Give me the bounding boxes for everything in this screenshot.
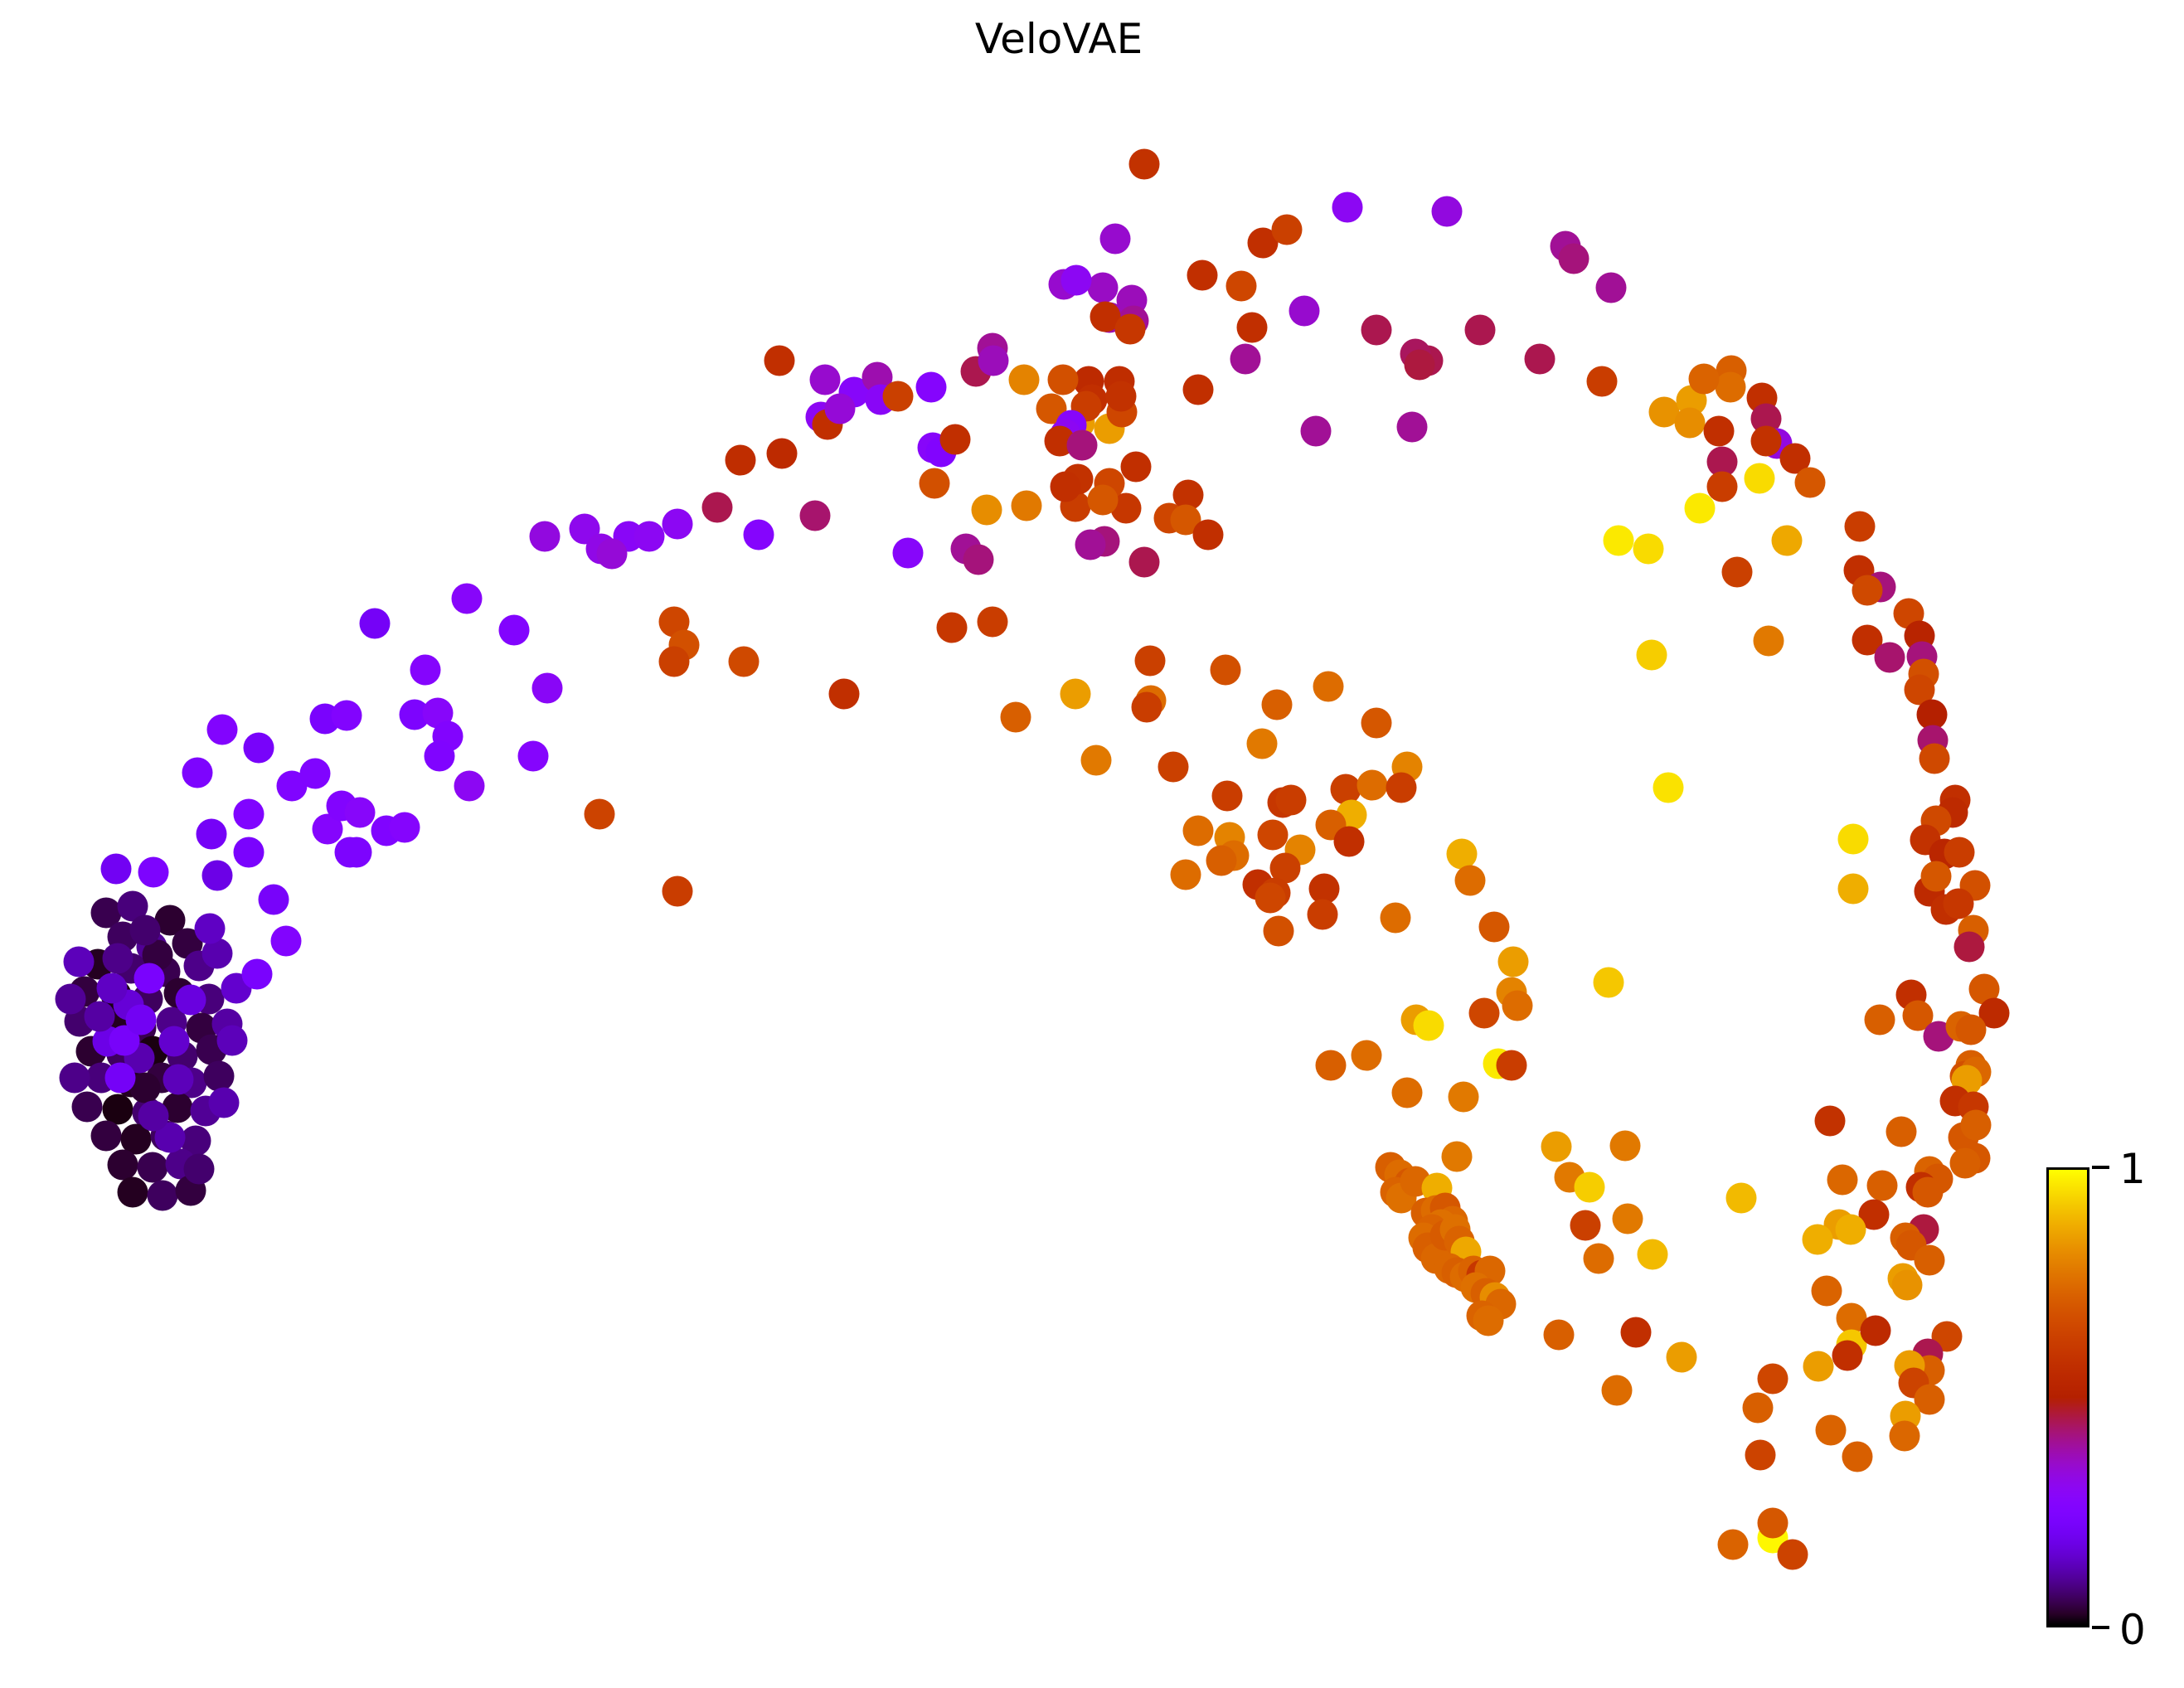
- colorbar-tick-min: [2092, 1626, 2109, 1629]
- plot-title: VeloVAE: [974, 15, 1143, 63]
- colorbar-gradient: [2046, 1167, 2089, 1627]
- colorbar-max-label: 1: [2119, 1145, 2146, 1193]
- colorbar-min-label: 0: [2119, 1606, 2146, 1654]
- colorbar-tick-max: [2092, 1166, 2109, 1169]
- scatter-points: [55, 148, 2010, 1570]
